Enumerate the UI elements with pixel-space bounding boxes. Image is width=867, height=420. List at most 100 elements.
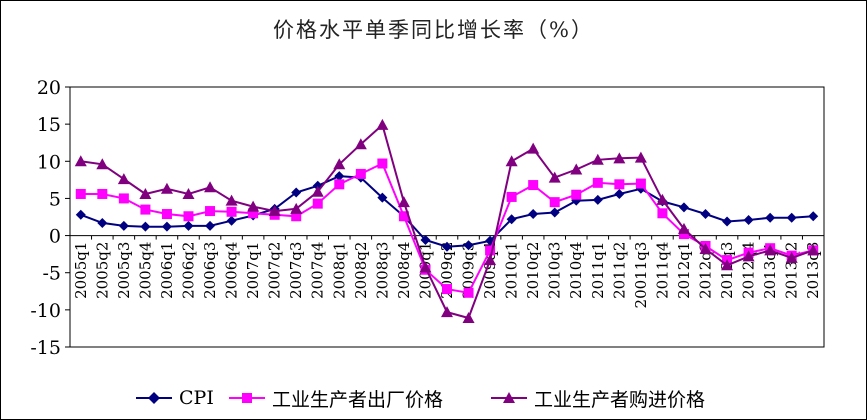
x-tick-label: 2006q4 xyxy=(223,242,241,299)
data-point xyxy=(614,188,625,199)
data-point xyxy=(441,306,453,318)
data-point xyxy=(442,284,452,295)
data-point xyxy=(678,202,689,213)
data-point xyxy=(506,214,517,225)
data-point xyxy=(528,180,539,191)
data-point xyxy=(74,155,87,167)
x-tick-label: 2008q1 xyxy=(330,242,348,299)
data-point xyxy=(311,185,324,197)
legend-item-cpi: CPI xyxy=(135,383,214,413)
data-point xyxy=(743,214,754,225)
data-point xyxy=(700,209,711,220)
data-point xyxy=(75,188,86,199)
data-point xyxy=(97,188,108,199)
data-point xyxy=(140,204,151,215)
data-point xyxy=(613,152,626,164)
data-point xyxy=(677,222,690,234)
x-tick-label: 2011q2 xyxy=(610,242,628,299)
y-tick-label: -10 xyxy=(30,300,61,322)
data-point xyxy=(160,182,173,194)
x-tick-label: 2007q4 xyxy=(309,242,327,299)
data-point xyxy=(291,211,302,222)
data-point xyxy=(742,250,755,262)
data-point xyxy=(484,254,497,266)
data-point xyxy=(290,202,303,214)
data-point xyxy=(355,168,366,179)
x-tick-label: 2010q2 xyxy=(524,242,542,299)
x-tick-label: 2012q2 xyxy=(697,242,715,299)
data-point xyxy=(354,138,367,150)
data-point xyxy=(377,158,388,169)
data-point xyxy=(268,205,281,217)
x-tick-label: 2005q2 xyxy=(93,242,111,299)
data-point xyxy=(334,179,345,190)
data-point xyxy=(699,242,712,254)
data-point xyxy=(247,200,260,212)
data-point xyxy=(785,251,798,263)
x-tick-label: 2007q3 xyxy=(287,242,305,299)
x-tick-label: 2013q2 xyxy=(783,242,801,299)
data-point xyxy=(183,211,194,222)
x-tick-label: 2013q1 xyxy=(761,242,779,299)
data-point xyxy=(117,173,130,185)
x-tick-label: 2011q4 xyxy=(653,242,671,299)
data-point xyxy=(204,181,217,193)
data-point xyxy=(377,192,388,203)
x-tick-label: 2007q1 xyxy=(244,242,262,299)
x-tick-label: 2006q1 xyxy=(158,242,176,299)
data-point xyxy=(118,220,129,231)
x-tick-label: 2006q3 xyxy=(201,242,219,299)
data-point xyxy=(182,187,195,199)
data-point xyxy=(96,158,109,170)
square-marker-icon xyxy=(229,393,265,403)
data-point xyxy=(398,211,409,222)
data-point xyxy=(312,198,323,209)
legend-item-ppirm: 工业生产者购进价格 xyxy=(490,383,705,413)
x-tick-label: 2005q3 xyxy=(115,242,133,299)
y-tick-label: 20 xyxy=(37,77,61,99)
data-point xyxy=(657,208,668,219)
data-point xyxy=(442,241,452,252)
data-point xyxy=(549,197,560,208)
diamond-marker-icon xyxy=(136,392,172,404)
data-point xyxy=(205,206,216,217)
x-tick-label: 2005q1 xyxy=(72,242,90,299)
data-point xyxy=(656,193,669,205)
data-point xyxy=(226,206,237,217)
data-point xyxy=(505,155,518,167)
data-point xyxy=(591,153,604,165)
data-point xyxy=(786,212,797,223)
data-point xyxy=(463,240,474,251)
data-point xyxy=(248,208,259,219)
triangle-marker-icon xyxy=(491,392,527,403)
x-tick-label: 2010q1 xyxy=(503,242,521,299)
chart-title: 价格水平单季同比增长率（%） xyxy=(273,18,594,42)
data-point xyxy=(527,142,540,154)
data-point xyxy=(765,212,776,223)
data-point xyxy=(721,259,734,271)
data-point xyxy=(570,163,583,175)
data-point xyxy=(462,312,475,324)
data-point xyxy=(764,244,777,256)
data-point xyxy=(549,207,560,218)
data-point xyxy=(634,151,647,163)
data-point xyxy=(548,171,561,183)
data-point xyxy=(419,261,432,273)
x-tick-label: 2009q4 xyxy=(481,242,499,299)
data-point xyxy=(161,221,172,232)
data-point xyxy=(75,209,86,220)
data-point xyxy=(571,189,582,200)
x-tick-label: 2010q4 xyxy=(567,242,585,299)
data-point xyxy=(678,229,689,240)
data-point xyxy=(118,193,129,204)
data-point xyxy=(225,194,238,206)
data-point xyxy=(139,187,152,199)
y-tick-label: 10 xyxy=(37,151,61,173)
x-tick-label: 2006q2 xyxy=(179,242,197,299)
x-tick-label: 2008q4 xyxy=(395,242,413,299)
data-point xyxy=(376,118,389,130)
data-point xyxy=(463,287,474,298)
x-tick-label: 2010q3 xyxy=(546,242,564,299)
y-tick-label: -15 xyxy=(30,337,61,359)
